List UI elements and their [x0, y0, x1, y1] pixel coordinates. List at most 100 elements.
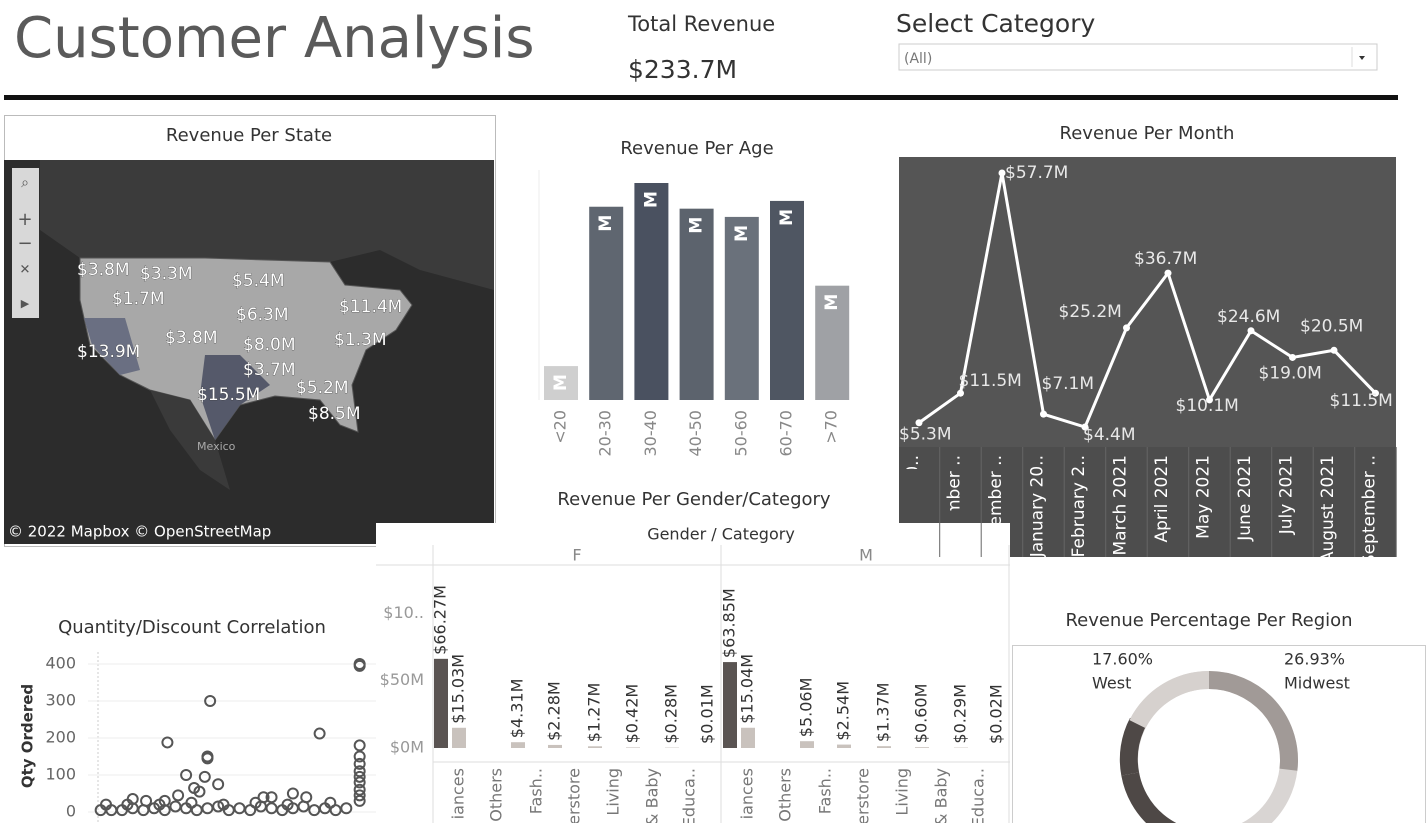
panel-header: M [859, 546, 873, 565]
scatter-point [297, 800, 310, 813]
state-tx [200, 355, 270, 440]
gender-panel [376, 523, 1010, 823]
y-tick-label: $10.. [383, 603, 424, 622]
dropdown-value[interactable]: (All) [904, 51, 932, 67]
bar [815, 285, 850, 400]
scatter-point [137, 804, 150, 817]
y-tick-label: 300 [45, 691, 76, 710]
donut-value-label: 26.93% [1284, 650, 1345, 669]
bar [724, 216, 759, 400]
scatter-point [212, 800, 225, 813]
x-tick-label: Others [776, 768, 795, 822]
x-tick-label: April 2021 [1152, 455, 1172, 543]
dropdown-arrow[interactable] [1359, 56, 1365, 60]
state-label: $5.4M [232, 271, 285, 291]
line-value-label: $57.7M [1005, 163, 1068, 183]
scatter-point [308, 804, 321, 817]
line-point [1247, 327, 1255, 335]
x-tick-label: June 2021 [1235, 455, 1255, 542]
line-point [1081, 423, 1089, 431]
toolbar-zoom-out[interactable]: − [17, 233, 32, 254]
bar [679, 208, 714, 400]
filter-label: Select Category [896, 9, 1095, 38]
bar-value-label: $39.9M [596, 215, 616, 286]
chart-title: Revenue Per Age [620, 138, 773, 159]
scatter-point [204, 695, 217, 707]
scatter-point [353, 739, 366, 752]
x-tick-label: Educa.. [969, 768, 988, 823]
state-label: $8.0M [243, 335, 296, 355]
scatter-point [286, 787, 299, 800]
state-label: $5.2M [296, 378, 349, 398]
map-toolbar[interactable]: ⌕ + − ✕ ▶ [12, 168, 39, 318]
scatter-point [353, 776, 366, 789]
x-tick-label: 40-50 [686, 410, 705, 457]
scatter-point [185, 796, 198, 809]
header-rule [4, 95, 1398, 100]
bar [837, 744, 851, 748]
bar-value-label: $5.06M [797, 678, 816, 738]
toolbar-pin[interactable]: ✕ [20, 263, 31, 278]
line-value-label: $24.6M [1217, 307, 1280, 327]
line-point [998, 169, 1006, 177]
bar-value-label: $37.8M [732, 225, 752, 296]
category-dropdown[interactable]: (All) [898, 43, 1378, 71]
bar [770, 200, 804, 400]
bar-value-label: $4.31M [508, 679, 527, 739]
y-tick-label: 200 [45, 728, 76, 747]
x-tick-label: erstore [565, 768, 584, 823]
bar-value-label: $23.6M [822, 294, 842, 365]
line-point [1206, 396, 1213, 404]
x-tick-label: Educa.. [680, 768, 699, 823]
state-label: $6.3M [236, 305, 289, 325]
bar [626, 747, 640, 748]
bar [511, 742, 525, 748]
panel-header: F [572, 546, 581, 565]
dropdown-box[interactable] [898, 43, 1378, 71]
state-label: $11.4M [339, 297, 402, 317]
chart-subtitle: Gender / Category [647, 525, 795, 544]
state-label: $3.8M [165, 328, 218, 348]
scatter-point [313, 727, 326, 740]
scatter-point [169, 800, 182, 813]
toolbar-search[interactable]: ⌕ [21, 175, 29, 191]
scatter-point [153, 798, 166, 811]
x-tick-label: March 2021 [1111, 455, 1131, 556]
x-tick-label: 20-30 [596, 410, 615, 457]
bar-value-label: $66.27M [431, 585, 450, 655]
bar-value-label: $0.02M [987, 684, 1006, 744]
scatter-point [353, 659, 366, 672]
map[interactable]: ⌕ + − ✕ ▶ [4, 160, 494, 544]
scatter-point [353, 757, 366, 770]
toolbar[interactable] [12, 168, 39, 318]
revenue-line [918, 172, 1377, 429]
bar [634, 183, 669, 400]
scatter-point [212, 778, 225, 791]
line-point [1123, 324, 1130, 332]
line-value-label: $5.3M [899, 425, 952, 445]
state-ca [84, 318, 140, 375]
line-point [1164, 269, 1172, 277]
kpi-value: $233.7M [628, 55, 737, 84]
chart-title: Revenue Per Gender/Category [557, 489, 830, 510]
donut-other [1119, 717, 1147, 776]
donut-value-label: 17.60% [1092, 650, 1153, 669]
donut-category-label: West [1092, 674, 1131, 693]
x-tick-label: May 2021 [1194, 455, 1214, 539]
y-axis-label: Qty Ordered [19, 684, 37, 788]
scatter-point [172, 789, 185, 802]
line-value-label: $4.4M [1083, 425, 1136, 445]
state-label: $1.3M [334, 330, 387, 350]
donut-segment [1129, 671, 1210, 729]
x-tick-label: 50-60 [731, 410, 750, 457]
bar-value-label: $1.37M [874, 683, 893, 743]
x-tick-label: February 2.. [1069, 455, 1089, 557]
toolbar-zoom-in[interactable]: + [17, 209, 32, 230]
scatter-point [100, 798, 113, 811]
scatter-point [324, 796, 337, 809]
toolbar-expand[interactable]: ▶ [21, 297, 30, 310]
x-tick-label: Others [487, 768, 506, 822]
dashboard-title: Customer Analysis [14, 6, 535, 71]
chart-title: Revenue Per State [166, 125, 332, 146]
bar [452, 727, 466, 748]
